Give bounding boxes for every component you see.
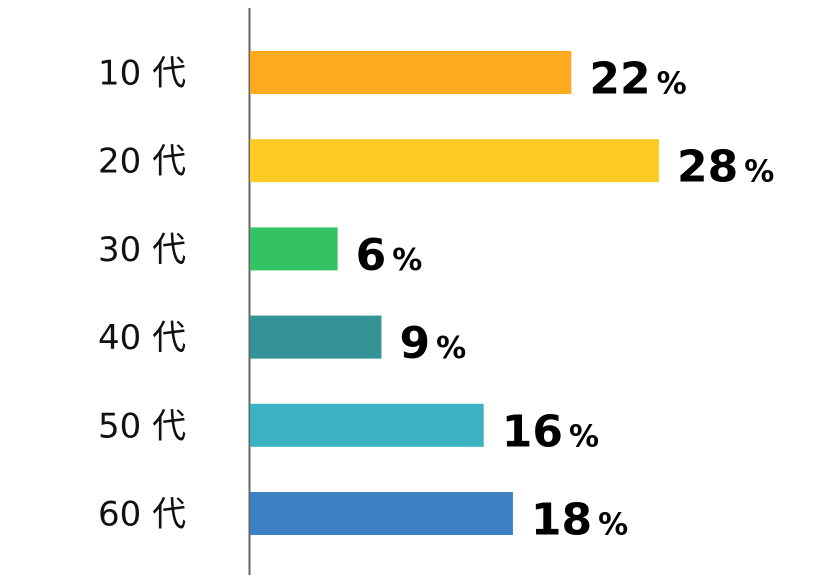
data-label: 28% [677,142,774,193]
data-label-unit: % [744,155,774,190]
data-label-value: 22 [589,54,650,105]
data-label-unit: % [657,67,687,102]
data-label-value: 18 [531,495,592,546]
bar [250,51,572,94]
data-label: 18% [531,495,628,546]
data-label-value: 28 [677,142,738,193]
category-label: 40 代 [98,318,186,358]
data-label-value: 9 [399,318,430,369]
data-label: 16% [502,406,599,457]
category-label: 50 代 [98,406,186,446]
bar [250,227,338,271]
category-label: 60 代 [98,495,186,535]
data-label: 22% [589,54,686,105]
bar [250,315,382,359]
data-label: 6% [356,230,423,281]
data-label: 9% [399,318,466,369]
data-label-unit: % [392,243,422,278]
bar [250,403,484,447]
data-label-value: 6 [356,230,387,281]
data-label-unit: % [598,508,628,543]
category-label: 30 代 [98,230,186,270]
data-label-value: 16 [502,406,563,457]
data-label-unit: % [569,419,599,454]
category-label: 10 代 [98,54,186,94]
bar [250,139,659,183]
category-label: 20 代 [98,142,186,182]
data-label-unit: % [436,331,466,366]
bar [250,492,513,535]
